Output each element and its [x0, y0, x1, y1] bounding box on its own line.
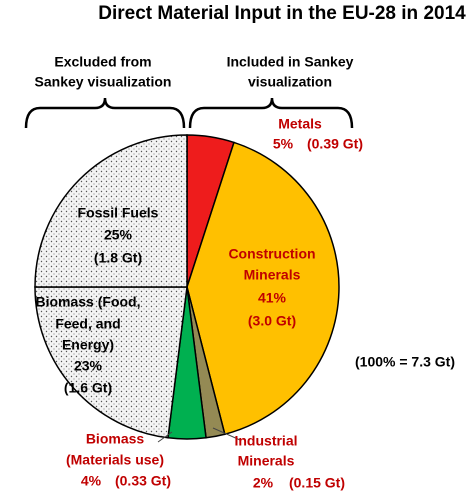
brace [188, 97, 354, 129]
slice-label: Industrial [234, 433, 297, 449]
annotation: Sankey visualization [35, 74, 172, 90]
slice-label: Biomass (Food, [35, 294, 140, 310]
value-label: 2% [253, 475, 274, 491]
slice-label: Construction [228, 246, 315, 262]
pie-slice [34, 134, 188, 288]
annotation: visualization [248, 74, 332, 90]
value-label: 25% [104, 227, 133, 243]
slice-label: Minerals [244, 267, 301, 283]
slice-label: Minerals [238, 453, 295, 469]
slice-label: Biomass [86, 431, 145, 447]
slice-label: Energy) [62, 337, 114, 353]
amount-label: (0.15 Gt) [289, 475, 345, 491]
leader-line [212, 427, 241, 441]
leader-line [157, 431, 173, 443]
annotation: Excluded from [54, 54, 151, 70]
value-label: 4% [81, 473, 102, 489]
chart-title: Direct Material Input in the EU-28 in 20… [98, 3, 466, 24]
amount-label: (1.6 Gt) [64, 380, 112, 396]
slice-label: (Materials use) [66, 452, 164, 468]
pie-slice [34, 286, 188, 439]
annotation: Included in Sankey [227, 54, 354, 70]
pie-slice [186, 141, 340, 436]
amount-label: (3.0 Gt) [248, 313, 296, 329]
annotation: (100% = 7.3 Gt) [355, 354, 455, 370]
slice-label: Metals [278, 116, 322, 132]
slice-label: Fossil Fuels [78, 205, 159, 221]
amount-label: (0.33 Gt) [115, 473, 171, 489]
amount-label: (1.8 Gt) [94, 250, 142, 266]
amount-label: (0.39 Gt) [307, 136, 363, 152]
slice-label: Feed, and [55, 316, 120, 332]
brace [24, 97, 186, 129]
value-label: 23% [74, 358, 103, 374]
value-label: 41% [258, 290, 287, 306]
value-label: 5% [273, 136, 294, 152]
